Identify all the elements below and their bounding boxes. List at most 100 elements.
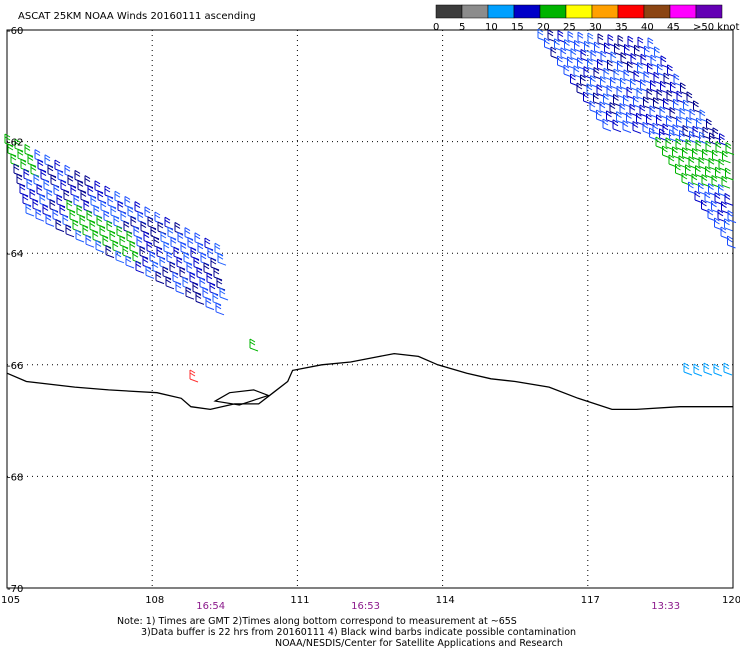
wind-barb bbox=[10, 153, 20, 167]
wind-barb-stroke bbox=[113, 215, 123, 229]
time-label: 13:33 bbox=[651, 601, 680, 612]
y-tick-label: -62 bbox=[7, 138, 23, 149]
y-tick-label: -66 bbox=[7, 361, 23, 372]
wind-barb bbox=[125, 255, 135, 269]
wind-barb bbox=[24, 143, 34, 157]
wind-barb-stroke bbox=[683, 362, 693, 376]
wind-barb bbox=[107, 195, 117, 209]
wind-barb bbox=[673, 98, 682, 112]
wind-barb-stroke bbox=[650, 54, 660, 68]
time-label: 16:54 bbox=[196, 601, 225, 612]
wind-barb-stroke bbox=[55, 219, 65, 233]
wind-barb-stroke bbox=[19, 183, 29, 197]
wind-barb bbox=[643, 96, 652, 110]
wind-barb-stroke bbox=[94, 180, 104, 194]
wind-barb-stroke bbox=[637, 61, 646, 75]
legend-swatch bbox=[513, 4, 541, 19]
wind-barb bbox=[110, 205, 120, 219]
wind-barb-stroke bbox=[124, 195, 134, 209]
wind-barb-stroke bbox=[219, 287, 229, 301]
wind-barb bbox=[685, 164, 694, 178]
wind-barb bbox=[124, 195, 134, 209]
wind-barb bbox=[50, 174, 60, 188]
wind-barb-stroke bbox=[663, 72, 673, 86]
wind-barb bbox=[683, 99, 692, 113]
wind-barb bbox=[165, 276, 175, 290]
wind-barb bbox=[212, 292, 222, 306]
wind-barb bbox=[597, 58, 606, 72]
wind-barb bbox=[724, 218, 733, 232]
wind-barb-stroke bbox=[26, 178, 36, 192]
wind-barb bbox=[160, 231, 170, 245]
wind-barb bbox=[613, 93, 622, 107]
wind-barb bbox=[593, 66, 603, 80]
wind-barb-stroke bbox=[164, 216, 174, 230]
wind-barb bbox=[197, 242, 207, 256]
wind-barb bbox=[17, 148, 27, 162]
wind-barb bbox=[659, 128, 668, 142]
wind-barb-stroke bbox=[97, 190, 107, 204]
wind-barb-stroke bbox=[696, 117, 705, 131]
wind-barb bbox=[629, 103, 639, 117]
wind-barb bbox=[723, 362, 733, 376]
wind-barb bbox=[596, 84, 606, 98]
wind-barb bbox=[155, 271, 165, 285]
wind-barb-stroke bbox=[698, 182, 707, 196]
wind-barb-stroke bbox=[721, 175, 731, 189]
wind-barb-stroke bbox=[646, 113, 655, 127]
wind-barb-stroke bbox=[145, 265, 155, 279]
wind-barb bbox=[636, 87, 646, 101]
wind-barb bbox=[187, 237, 197, 251]
y-tick-label: -70 bbox=[7, 584, 23, 595]
wind-barb bbox=[708, 157, 718, 171]
wind-barb-stroke bbox=[647, 62, 656, 76]
wind-barb bbox=[718, 183, 727, 197]
wind-barb-stroke bbox=[560, 47, 570, 61]
wind-barb-stroke bbox=[194, 232, 204, 246]
wind-barb-stroke bbox=[583, 66, 593, 80]
wind-barb bbox=[163, 241, 173, 255]
wind-barb-stroke bbox=[79, 214, 89, 228]
wind-barb bbox=[606, 110, 615, 124]
wind-barb bbox=[149, 251, 159, 265]
wind-barb-stroke bbox=[170, 236, 180, 250]
wind-barb bbox=[604, 42, 613, 56]
wind-barb-stroke bbox=[689, 130, 698, 144]
wind-barb bbox=[640, 53, 650, 67]
wind-barb bbox=[622, 120, 632, 134]
wind-barb-stroke bbox=[213, 267, 223, 281]
wind-barb bbox=[184, 227, 194, 241]
wind-barb-stroke bbox=[84, 175, 94, 189]
wind-barb-stroke bbox=[719, 133, 728, 147]
wind-barb-stroke bbox=[567, 56, 576, 70]
wind-barb-stroke bbox=[679, 107, 689, 121]
wind-barb bbox=[679, 129, 688, 143]
wind-barb-stroke bbox=[667, 64, 676, 78]
wind-barb bbox=[698, 156, 708, 170]
wind-barb-stroke bbox=[715, 141, 725, 155]
wind-barb bbox=[711, 174, 721, 188]
wind-barb bbox=[65, 224, 75, 238]
wind-barb bbox=[36, 183, 46, 197]
wind-barb bbox=[96, 215, 106, 229]
wind-barb bbox=[695, 165, 704, 179]
wind-barb bbox=[175, 281, 185, 295]
wind-barb bbox=[725, 167, 734, 181]
wind-barb-stroke bbox=[712, 127, 722, 141]
wind-barb-stroke bbox=[149, 251, 159, 265]
wind-barb-stroke bbox=[563, 64, 573, 78]
wind-barb-stroke bbox=[173, 246, 183, 260]
wind-barb bbox=[693, 100, 702, 114]
wind-barb bbox=[720, 226, 730, 240]
wind-barb-stroke bbox=[24, 143, 34, 157]
wind-barb-stroke bbox=[617, 60, 626, 74]
wind-barb bbox=[657, 63, 666, 77]
wind-barb-stroke bbox=[217, 252, 227, 266]
wind-barb-stroke bbox=[157, 221, 167, 235]
wind-barb-stroke bbox=[699, 131, 708, 145]
wind-barb-stroke bbox=[190, 247, 200, 261]
wind-barb-stroke bbox=[636, 87, 646, 101]
wind-barb bbox=[210, 257, 220, 271]
wind-barb bbox=[654, 46, 663, 60]
